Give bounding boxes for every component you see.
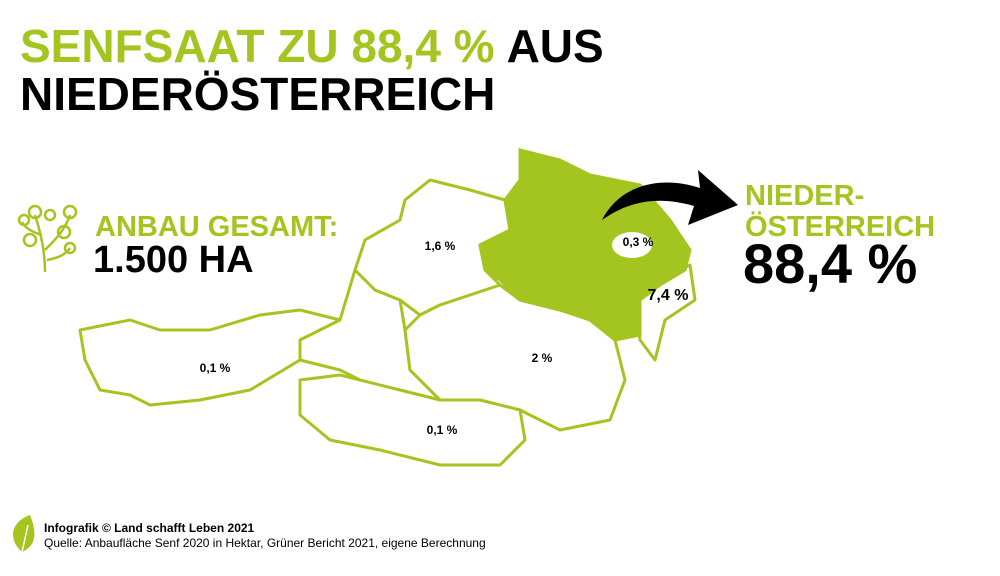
title-rest: AUS (507, 20, 604, 72)
title-line1: SENFSAAT ZU 88,4 % AUS (20, 20, 604, 72)
title-line2: NIEDERÖSTERREICH (20, 68, 495, 120)
region-label: 7,4 % (648, 287, 689, 304)
region-label: 0,1 % (427, 423, 458, 437)
total-value: 1.500 HA (93, 239, 254, 281)
plant-icon (17, 204, 78, 273)
logo-vein (21, 524, 29, 553)
region-label: 2 % (532, 351, 553, 365)
footer-credit: Infografik © Land schafft Leben 2021 (44, 521, 255, 535)
title-highlight: SENFSAAT ZU 88,4 % (20, 20, 495, 72)
logo (12, 515, 35, 552)
region-label: 1,6 % (425, 239, 456, 253)
map (78, 148, 697, 467)
region-label: 0,3 % (623, 235, 654, 249)
highlight-label-2: ÖSTERREICH (745, 210, 935, 243)
region-vienna (612, 232, 652, 258)
region-carinthia (298, 373, 527, 467)
highlight-label-1: NIEDER- (745, 180, 864, 212)
arrow (602, 170, 738, 225)
region-styria (403, 283, 627, 432)
footer-source: Quelle: Anbaufläche Senf 2020 in Hektar,… (44, 536, 486, 550)
highlight-value: 88,4 % (743, 232, 917, 295)
total-label: ANBAU GESAMT: (95, 211, 338, 243)
region-label: 0,1 % (200, 361, 231, 375)
